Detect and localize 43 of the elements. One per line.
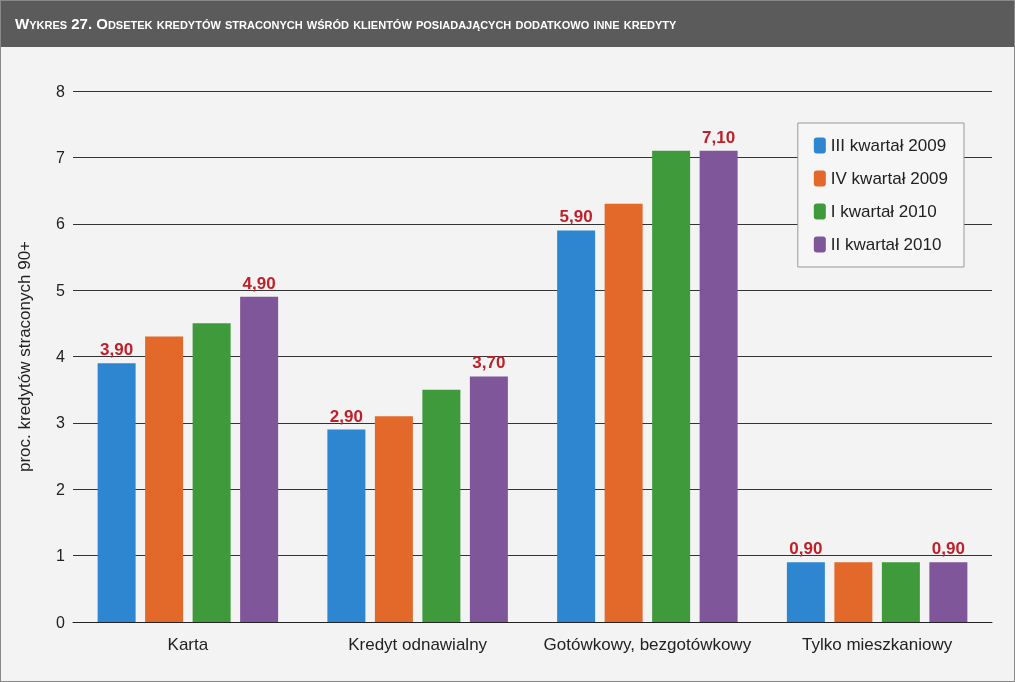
y-axis-title: proc. kredytów straconych 90+: [15, 240, 34, 473]
legend-label: I kwartał 2010: [830, 202, 937, 221]
bar: [97, 363, 136, 622]
x-tick-label: Tylko mieszkaniowy: [802, 635, 953, 654]
y-tick-label: 1: [56, 547, 66, 565]
x-tick-label: Kredyt odnawialny: [348, 635, 488, 654]
bar: [240, 296, 279, 622]
x-tick-label: Gotówkowy, bezgotówkowy: [543, 635, 752, 654]
bar: [469, 376, 508, 622]
bar: [834, 562, 873, 622]
x-tick-label: Karta: [167, 635, 209, 654]
bar: [652, 150, 691, 622]
y-tick-label: 4: [56, 348, 66, 365]
legend-label: IV kwartał 2009: [830, 169, 949, 188]
chart-title: Wykres 27. Odsetek kredytów straconych wśród klientów posiadających dodatkowo inne kredyty: [1, 1, 1014, 47]
bar: [786, 562, 825, 622]
y-tick-label: 6: [56, 215, 66, 233]
y-tick-label: 7: [56, 148, 66, 166]
bar: [604, 203, 643, 622]
data-label: 3,90: [100, 340, 134, 360]
y-tick-label: 8: [56, 82, 66, 100]
bar: [929, 562, 968, 622]
y-tick-label: 2: [56, 480, 66, 498]
y-tick-label: 0: [56, 613, 66, 631]
data-label: 0,90: [789, 539, 823, 559]
bar: [699, 150, 738, 622]
legend-label: III kwartał 2009: [830, 136, 947, 155]
bar: [374, 416, 413, 622]
bar: [327, 429, 366, 622]
legend-label: II kwartał 2010: [830, 235, 942, 254]
y-tick-label: 3: [56, 414, 66, 432]
bar: [145, 336, 184, 622]
bar: [422, 389, 461, 622]
data-label: 0,90: [931, 539, 965, 559]
data-label: 5,90: [559, 207, 593, 227]
data-label: 7,10: [702, 127, 736, 147]
data-label: 2,90: [329, 406, 363, 426]
data-label: 4,90: [242, 273, 276, 293]
bar: [192, 323, 231, 622]
bar: [881, 562, 920, 622]
bar: [557, 230, 596, 622]
y-tick-label: 5: [56, 281, 66, 299]
data-label: 3,70: [472, 353, 506, 373]
